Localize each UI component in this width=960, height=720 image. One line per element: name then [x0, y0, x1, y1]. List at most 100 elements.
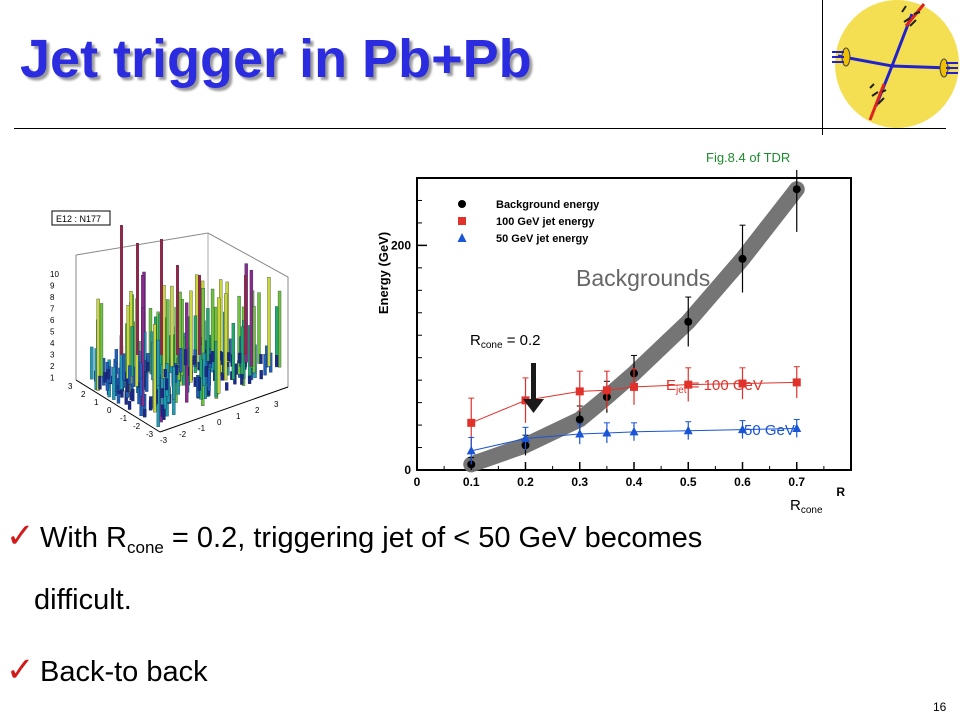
- lego-bar: [99, 303, 104, 377]
- rcone-arrow-head: [523, 399, 544, 413]
- lego-bar: [207, 368, 211, 392]
- lego-x-tick: -1: [198, 424, 206, 433]
- lego-bar: [129, 391, 133, 401]
- legend-marker: [458, 217, 466, 225]
- data-point: [792, 185, 801, 194]
- lego-bar: [210, 351, 215, 362]
- lego-spike: [160, 239, 163, 355]
- lego-bar: [224, 293, 228, 381]
- lego-bar: [172, 366, 176, 400]
- lego-bar: [127, 400, 132, 410]
- lego-bar: [141, 307, 145, 407]
- y-tick-label: 200: [391, 238, 411, 252]
- data-point: [738, 254, 747, 263]
- lego-z-ticks: 10 9 8 7 6 5 4 3 2 1: [50, 270, 59, 383]
- lego-bar: [98, 375, 102, 390]
- lego-z-tick: 9: [50, 282, 55, 291]
- bullet-1-sub: cone: [127, 538, 164, 557]
- lego-bar: [275, 355, 279, 368]
- lego-z-tick: 10: [50, 270, 59, 279]
- title-divider: [14, 128, 946, 129]
- lego-z-tick: 7: [50, 305, 55, 314]
- lego-bar: [206, 308, 210, 362]
- x-tick-label: 0.3: [571, 475, 588, 489]
- lego-spike: [244, 275, 247, 355]
- lego-bar: [90, 346, 94, 380]
- y-tick-label: 0: [404, 463, 411, 477]
- data-point: [738, 379, 747, 388]
- lego-bar: [153, 323, 157, 413]
- chart-frame: [416, 177, 852, 471]
- rcone-annotation: Rcone = 0.2: [470, 332, 540, 351]
- lego-bar: [192, 355, 196, 365]
- data-point: [792, 423, 802, 432]
- lego-y-tick: 1: [94, 398, 99, 407]
- lego-spike: [176, 265, 179, 355]
- bullet-1: ✓ With Rcone = 0.2, triggering jet of < 5…: [6, 516, 702, 558]
- rcone-arrow-shaft: [531, 363, 536, 401]
- lego-bar: [165, 378, 169, 391]
- x-tick-label: 0.1: [463, 475, 480, 489]
- ejet-annotation: Ejet = 100 GeV: [666, 377, 763, 396]
- lego-bar: [247, 375, 252, 384]
- data-point: [629, 426, 639, 436]
- lego-bar: [197, 376, 201, 391]
- data-point: [792, 378, 801, 387]
- lego-x-tick: 2: [255, 406, 260, 415]
- lego-bar: [166, 299, 170, 373]
- lego-bar: [106, 369, 110, 380]
- lego-bar: [263, 354, 267, 376]
- y-axis-label: Energy (GeV): [376, 232, 391, 314]
- lego-x-tick: -3: [160, 436, 168, 445]
- lego-z-tick: 2: [50, 362, 55, 371]
- legend-marker: [458, 200, 466, 208]
- lego-bar: [179, 348, 183, 373]
- lego-bar: [240, 374, 244, 385]
- lego-y-tick: -3: [146, 430, 154, 439]
- lego-bar: [145, 362, 150, 372]
- lego-bars: [90, 225, 282, 427]
- lego-bar: [231, 322, 236, 380]
- lego-bar: [237, 295, 241, 375]
- bullet-2-text: Back-to back: [40, 656, 208, 688]
- lego-y-tick: -2: [133, 422, 141, 431]
- lego-y-tick: 0: [107, 406, 112, 415]
- data-point: [575, 387, 584, 396]
- figure-reference: Fig.8.4 of TDR: [706, 150, 791, 165]
- lego-z-tick: 8: [50, 293, 55, 302]
- lego-bar: [143, 409, 147, 418]
- lego-bar: [225, 382, 229, 391]
- lego-spike: [198, 275, 201, 355]
- data-point: [575, 415, 584, 424]
- lego-x-tick: -2: [179, 430, 187, 439]
- lego-bar: [96, 298, 100, 391]
- lego-bar: [238, 352, 242, 364]
- lego-spike: [120, 225, 123, 355]
- lego-z-tick: 6: [50, 316, 55, 325]
- data-point: [521, 433, 530, 443]
- page-number: 16: [933, 700, 947, 714]
- legend-marker: [457, 233, 467, 242]
- lego-bar: [226, 352, 231, 361]
- data-point: [467, 418, 476, 427]
- lego-y-tick: -1: [120, 414, 128, 423]
- background-band: [463, 181, 805, 473]
- lego-bar: [130, 326, 134, 377]
- lego-z-tick: 3: [50, 351, 55, 360]
- check-icon: ✓: [6, 651, 35, 689]
- lego-z-tick: 1: [50, 374, 55, 383]
- lego-bar: [201, 288, 205, 361]
- bullet-1-post: = 0.2, triggering jet of < 50 GeV become…: [163, 522, 703, 554]
- x-tick-label: 0.5: [680, 475, 697, 489]
- bullet-2: ✓ Back-to back: [6, 650, 208, 690]
- data-point: [684, 380, 693, 389]
- lego-bar: [193, 315, 198, 373]
- legend-label: 100 GeV jet energy: [496, 216, 595, 228]
- slide-title: Jet trigger in Pb+Pb: [20, 29, 532, 89]
- lego-x-tick: 3: [274, 400, 279, 409]
- bullet-1-pre: With R: [40, 522, 127, 554]
- lego-bar: [175, 365, 179, 375]
- x-axis-label: R: [836, 485, 845, 499]
